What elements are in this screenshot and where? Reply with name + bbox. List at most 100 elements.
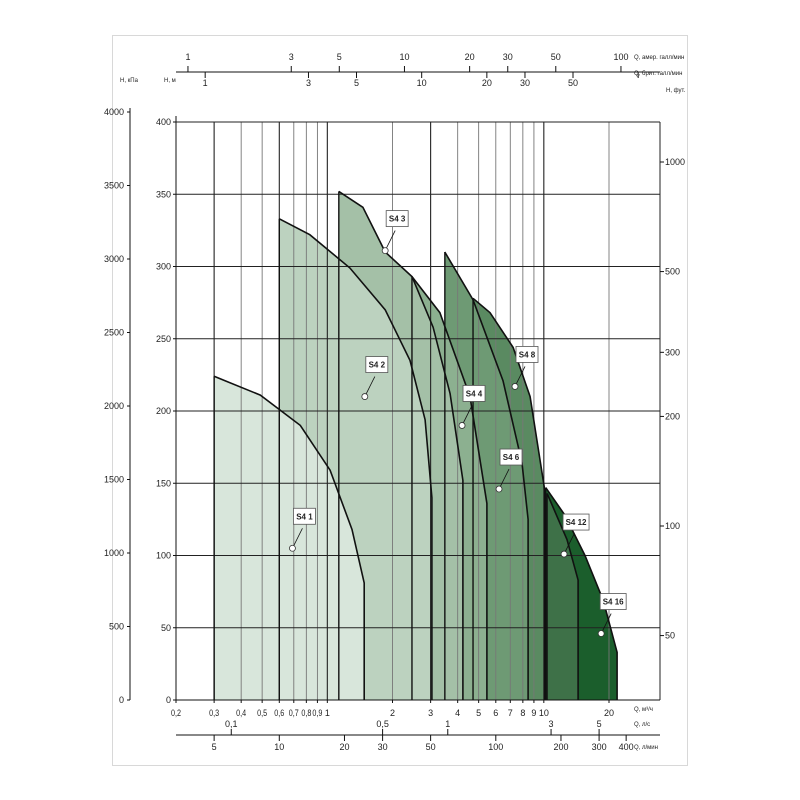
label-leader bbox=[384, 230, 396, 251]
y-tick-label: 150 bbox=[156, 478, 171, 488]
x-tick-label: 100 bbox=[613, 52, 628, 62]
y-tick-label: 300 bbox=[665, 347, 680, 357]
y-tick-label: 0 bbox=[166, 695, 171, 705]
x-axis-unit-lmin: Q, л/мин bbox=[634, 745, 658, 751]
curve-s412 bbox=[546, 493, 579, 700]
y-tick-label: 50 bbox=[161, 623, 171, 633]
y-tick-label: 4000 bbox=[104, 107, 124, 117]
x-tick-label: 50 bbox=[568, 78, 578, 88]
series-label: S4 4 bbox=[466, 389, 483, 398]
x-tick-label: 100 bbox=[488, 742, 503, 752]
series-label-box bbox=[462, 385, 486, 402]
y-tick-label: 200 bbox=[156, 406, 171, 416]
operating-point-marker bbox=[597, 630, 605, 637]
x-tick-label: 1 bbox=[445, 719, 450, 729]
series-label-box bbox=[365, 356, 389, 373]
x-axis-unit-ukgpm: Q, брит. галл/мин bbox=[634, 71, 682, 77]
operating-point-marker bbox=[560, 550, 568, 558]
y-tick-label: 50 bbox=[665, 631, 675, 641]
series-label: S4 16 bbox=[603, 598, 624, 607]
x-tick-label: 30 bbox=[520, 78, 530, 88]
series-label: S4 6 bbox=[503, 453, 520, 462]
y-tick-label: 1000 bbox=[665, 157, 685, 167]
curve-s48 bbox=[472, 297, 546, 700]
operating-point-marker bbox=[458, 422, 466, 429]
curve-s416 bbox=[545, 487, 618, 700]
x-tick-label: 7 bbox=[508, 708, 513, 718]
operating-point-marker bbox=[289, 544, 296, 552]
x-tick-label: 5 bbox=[337, 52, 342, 62]
x-tick-label: 3 bbox=[306, 78, 311, 88]
label-leader bbox=[563, 533, 575, 555]
x-tick-label: 300 bbox=[592, 742, 607, 752]
label-leader bbox=[498, 468, 510, 490]
curve-s41 bbox=[213, 375, 365, 700]
label-leader bbox=[600, 613, 612, 634]
operating-point-marker bbox=[511, 383, 519, 390]
x-tick-label: 10 bbox=[399, 52, 409, 62]
y-axis-unit-ft: H, фут. bbox=[666, 88, 686, 94]
y-tick-label: 2000 bbox=[104, 401, 124, 411]
x-tick-label: 0,9 bbox=[312, 708, 322, 718]
y-axis-unit-m: H, м bbox=[164, 78, 176, 84]
x-tick-label: 5 bbox=[476, 708, 481, 718]
x-tick-label: 200 bbox=[553, 742, 568, 752]
series-label-box bbox=[293, 507, 316, 525]
x-tick-label: 3 bbox=[289, 52, 294, 62]
y-tick-label: 100 bbox=[665, 521, 680, 531]
x-tick-label: 50 bbox=[551, 52, 561, 62]
y-tick-label: 250 bbox=[156, 334, 171, 344]
x-tick-label: 5 bbox=[597, 719, 602, 729]
series-label-box bbox=[499, 448, 523, 466]
y-tick-label: 400 bbox=[156, 117, 171, 127]
x-tick-label: 400 bbox=[619, 742, 634, 752]
series-label-box bbox=[599, 593, 627, 610]
x-tick-label: 0,7 bbox=[289, 708, 299, 718]
region-s41 bbox=[214, 376, 365, 700]
series-label-box bbox=[562, 513, 590, 531]
x-axis-unit-m3h: Q, м³/ч bbox=[634, 707, 653, 713]
x-tick-label: 1 bbox=[203, 78, 208, 88]
x-tick-label: 20 bbox=[604, 708, 614, 718]
label-leader bbox=[514, 366, 526, 387]
x-tick-label: 30 bbox=[378, 742, 388, 752]
y-tick-label: 500 bbox=[109, 622, 124, 632]
operating-point-marker bbox=[495, 485, 503, 493]
y-tick-label: 3500 bbox=[104, 181, 124, 191]
x-tick-label: 4 bbox=[455, 708, 460, 718]
x-tick-label: 0,1 bbox=[225, 719, 238, 729]
x-tick-label: 20 bbox=[482, 78, 492, 88]
x-tick-label: 0,4 bbox=[236, 708, 246, 718]
label-leader bbox=[364, 376, 376, 397]
curve-s43 bbox=[338, 190, 464, 700]
x-tick-label: 1 bbox=[325, 708, 330, 718]
x-axis-unit-ls: Q, л/с bbox=[634, 722, 650, 728]
y-tick-label: 350 bbox=[156, 189, 171, 199]
x-tick-label: 0,6 bbox=[274, 708, 284, 718]
series-label: S4 2 bbox=[369, 361, 386, 370]
curve-s42 bbox=[278, 218, 433, 700]
y-tick-label: 500 bbox=[665, 267, 680, 277]
chart-frame bbox=[112, 35, 688, 766]
series-label: S4 12 bbox=[566, 518, 587, 527]
x-tick-label: 0,5 bbox=[257, 708, 267, 718]
series-label-box bbox=[515, 346, 539, 363]
x-tick-label: 0,5 bbox=[376, 719, 389, 729]
y-tick-label: 300 bbox=[156, 262, 171, 272]
x-tick-label: 0,2 bbox=[171, 708, 181, 718]
x-tick-label: 3 bbox=[428, 708, 433, 718]
x-tick-label: 6 bbox=[493, 708, 498, 718]
y-tick-label: 3000 bbox=[104, 254, 124, 264]
x-tick-label: 9 bbox=[531, 708, 536, 718]
x-tick-label: 20 bbox=[339, 742, 349, 752]
x-tick-label: 10 bbox=[417, 78, 427, 88]
y-tick-label: 100 bbox=[156, 551, 171, 561]
x-tick-label: 5 bbox=[212, 742, 217, 752]
x-tick-label: 10 bbox=[539, 708, 549, 718]
y-tick-label: 1500 bbox=[104, 475, 124, 485]
y-axis-unit-kpa: H, кПа bbox=[120, 78, 139, 84]
y-tick-label: 2500 bbox=[104, 328, 124, 338]
series-label: S4 3 bbox=[389, 215, 406, 224]
x-tick-label: 8 bbox=[520, 708, 525, 718]
